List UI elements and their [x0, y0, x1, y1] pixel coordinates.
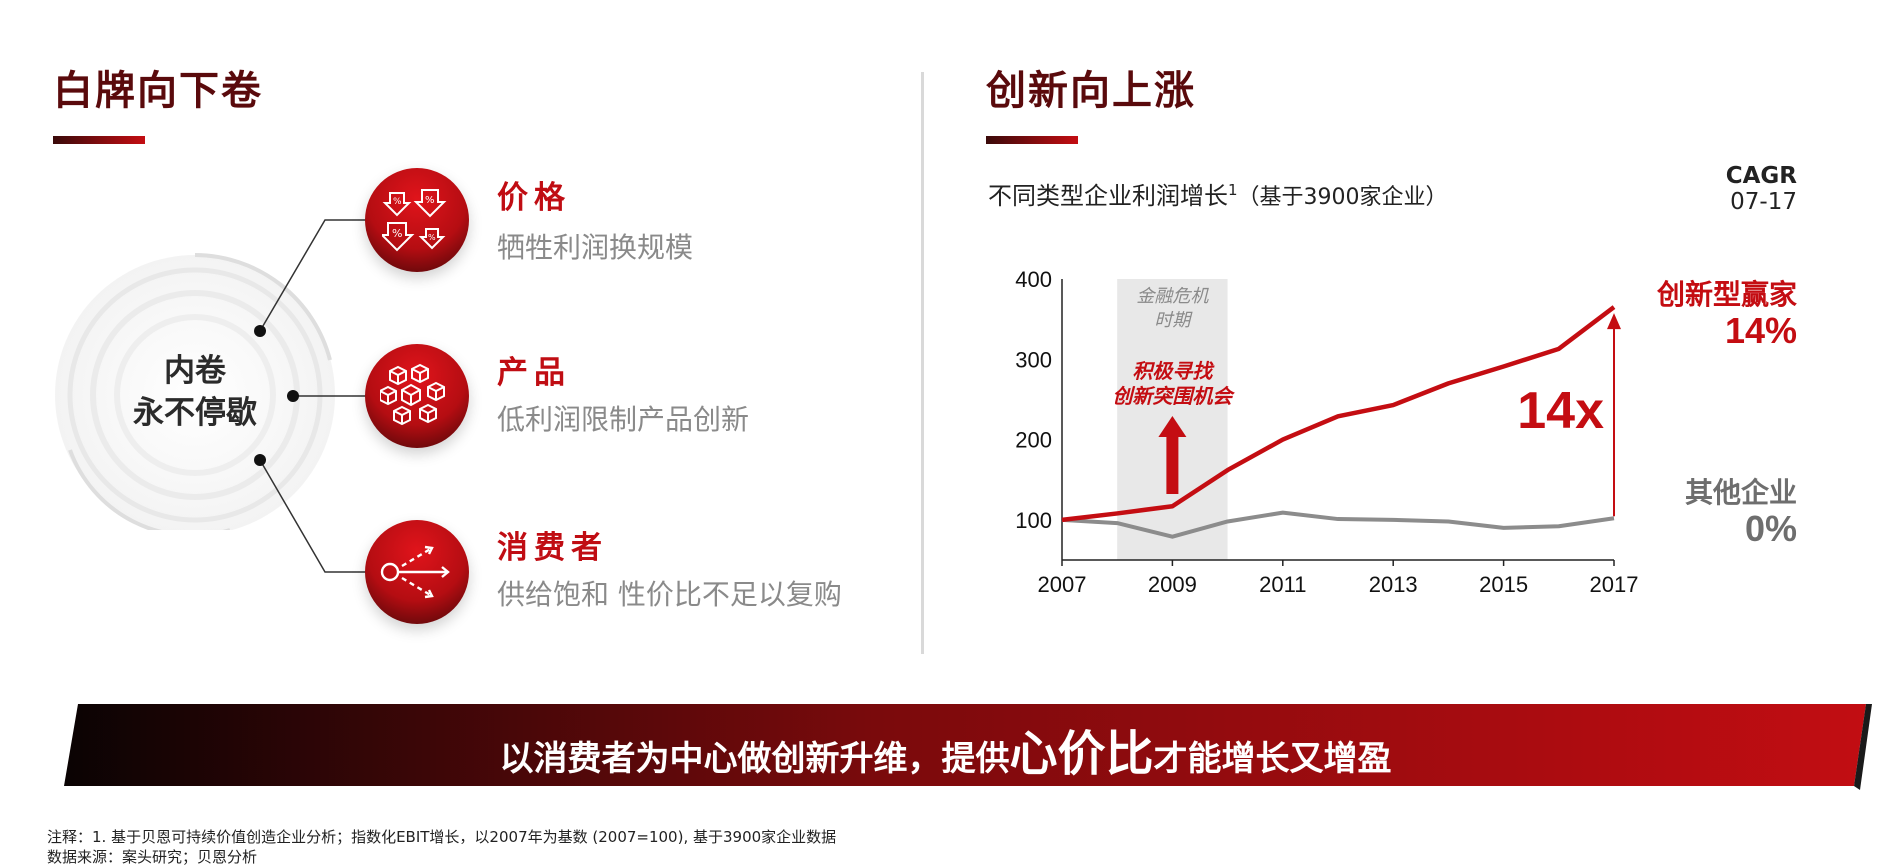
boxes-icon: [380, 363, 445, 426]
consumer-icon-badge: [365, 520, 469, 624]
crisis-label-line2: 时期: [1154, 310, 1193, 330]
right-title-underline: [986, 136, 1078, 144]
svg-text:%: %: [425, 195, 435, 206]
chart-subtitle-tail: （基于3900家企业）: [1237, 185, 1448, 210]
chart-subtitle: 不同类型企业利润增长1（基于3900家企业）: [988, 176, 1448, 211]
price-title: 价格: [497, 180, 571, 216]
cagr-line1: CAGR: [1725, 163, 1797, 189]
series-name-innovative-winners: 创新型赢家: [1656, 278, 1797, 310]
consumer-title: 消费者: [497, 530, 608, 566]
crisis-label-line1: 金融危机: [1136, 286, 1209, 306]
center-label-line2: 永不停歇: [133, 395, 257, 431]
center-label-line1: 内卷: [164, 353, 226, 389]
growth-arrow-head: [1607, 313, 1621, 330]
panel-divider: [921, 72, 924, 654]
consumer-subtitle: 供给饱和 性价比不足以复购: [497, 578, 842, 611]
product-icon-badge: [365, 344, 469, 448]
connector-lines: [254, 219, 367, 573]
banner-highlight: 心价比: [1009, 726, 1154, 782]
series-cagr-other-companies: 0%: [1745, 508, 1797, 549]
annotation-arrow-shaft: [1166, 436, 1179, 494]
x-tick-label: 2007: [1038, 572, 1087, 597]
cagr-line2: 07-17: [1730, 189, 1797, 215]
x-tick-label: 2013: [1369, 572, 1418, 597]
y-tick-label: 200: [1015, 428, 1052, 453]
growth-multiplier-label: 14x: [1517, 382, 1604, 440]
y-tick-label: 400: [1015, 267, 1052, 292]
annotation-arrow-head: [1158, 416, 1187, 437]
percent-down-icon: % % % %: [382, 189, 447, 252]
series-cagr-innovative-winners: 14%: [1725, 310, 1797, 351]
series-line-other-companies: [1061, 510, 1615, 539]
svg-text:%: %: [428, 233, 436, 242]
annotation-line2: 创新突围机会: [1112, 385, 1235, 408]
banner-part1: 以消费者为中心做创新升维，提供: [499, 739, 1010, 779]
product-title: 产品: [497, 355, 571, 391]
x-tick-label: 2015: [1479, 572, 1528, 597]
chart-subtitle-footnote: 1: [1228, 181, 1238, 199]
left-title: 白牌向下卷: [53, 68, 263, 114]
right-title: 创新向上涨: [986, 68, 1196, 114]
series-line-innovative-winners: [1061, 305, 1616, 523]
chart-subtitle-main: 不同类型企业利润增长: [988, 182, 1228, 210]
series-name-other-companies: 其他企业: [1685, 476, 1797, 508]
banner-message: 以消费者为中心做创新升维，提供心价比才能增长又增盈: [0, 714, 1891, 784]
source-note: 数据来源：案头研究；贝恩分析: [47, 848, 258, 866]
banner-part2: 才能增长又增盈: [1153, 739, 1392, 779]
y-tick-label: 100: [1015, 508, 1052, 533]
price-icon-badge: % % % %: [365, 168, 469, 272]
annotation-line1: 积极寻找: [1132, 360, 1215, 383]
svg-text:%: %: [393, 197, 402, 207]
cagr-label: CAGR 07-17: [1726, 163, 1797, 215]
price-subtitle: 牺牲利润换规模: [497, 231, 694, 264]
left-title-underline: [53, 136, 145, 144]
footnote: 注释：1. 基于贝恩可持续价值创造企业分析；指数化EBIT增长，以2007年为基…: [47, 828, 837, 846]
banner-shape: [64, 704, 1872, 790]
x-tick-label: 2011: [1259, 572, 1306, 597]
scatter-arrows-icon: [380, 545, 450, 599]
svg-text:%: %: [392, 227, 402, 240]
x-tick-label: 2017: [1590, 572, 1639, 597]
y-tick-label: 300: [1015, 347, 1052, 372]
product-subtitle: 低利润限制产品创新: [497, 403, 750, 436]
x-tick-label: 2009: [1148, 572, 1197, 597]
center-label: 内卷 永不停歇: [110, 350, 280, 434]
